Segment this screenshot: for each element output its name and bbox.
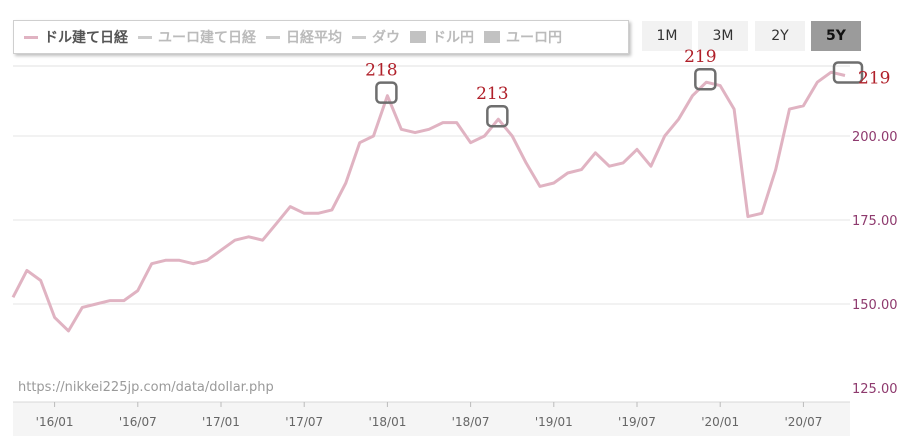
y-tick-label: 150.00	[852, 298, 898, 313]
legend-item-4[interactable]: ドル円	[410, 27, 474, 47]
x-tick-label: '19/01	[535, 415, 573, 429]
range-button-3m[interactable]: 3M	[698, 21, 748, 51]
legend-item-0[interactable]: ドル建て日経	[24, 27, 128, 47]
legend-item-1[interactable]: ユーロ建て日経	[138, 27, 256, 47]
legend-swatch-2	[266, 35, 280, 39]
x-tick-label: '19/07	[618, 415, 656, 429]
peak-value-label: 218	[365, 61, 397, 81]
peak-marker	[694, 67, 717, 91]
x-tick-label: '18/07	[452, 415, 490, 429]
x-tick-label: '17/07	[285, 415, 323, 429]
x-tick-label: '20/07	[784, 415, 822, 429]
range-button-1m[interactable]: 1M	[642, 21, 692, 51]
y-tick-label: 200.00	[852, 130, 898, 145]
series-line-dollar-nikkei	[11, 70, 846, 333]
peak-value-label: 219	[684, 47, 716, 67]
legend-swatch-4	[410, 31, 426, 43]
legend-label-4: ドル円	[432, 30, 474, 46]
legend-label-1: ユーロ建て日経	[158, 30, 256, 46]
last-value-label: 219	[858, 69, 890, 89]
peak-value-label: 213	[476, 84, 508, 104]
legend-item-2[interactable]: 日経平均	[266, 27, 342, 47]
legend-label-3: ダウ	[372, 30, 400, 46]
legend-swatch-5	[484, 31, 500, 43]
legend-item-5[interactable]: ユーロ円	[484, 27, 562, 47]
range-button-5y[interactable]: 5Y	[811, 21, 861, 51]
x-tick-label: '18/01	[368, 415, 406, 429]
y-tick-label: 125.00	[852, 382, 898, 397]
y-tick-label: 175.00	[852, 214, 898, 229]
peak-marker	[832, 61, 864, 84]
x-axis-band	[13, 402, 850, 436]
x-tick-label: '20/01	[701, 415, 739, 429]
chart-legend: ドル建て日経 ユーロ建て日経 日経平均 ダウ ドル円 ユーロ円	[13, 20, 629, 54]
legend-label-0: ドル建て日経	[44, 30, 128, 46]
x-tick-label: '16/01	[36, 415, 74, 429]
legend-swatch-0	[24, 35, 38, 39]
legend-swatch-1	[138, 35, 152, 39]
x-tick-label: '17/01	[202, 415, 240, 429]
legend-swatch-3	[352, 35, 366, 39]
source-url: https://nikkei225jp.com/data/dollar.php	[18, 380, 274, 395]
legend-label-2: 日経平均	[286, 30, 342, 46]
legend-label-5: ユーロ円	[506, 30, 562, 46]
range-button-2y[interactable]: 2Y	[755, 21, 805, 51]
peak-marker	[375, 81, 398, 104]
x-tick-label: '16/07	[119, 415, 157, 429]
peak-marker	[486, 104, 509, 128]
legend-item-3[interactable]: ダウ	[352, 27, 400, 47]
